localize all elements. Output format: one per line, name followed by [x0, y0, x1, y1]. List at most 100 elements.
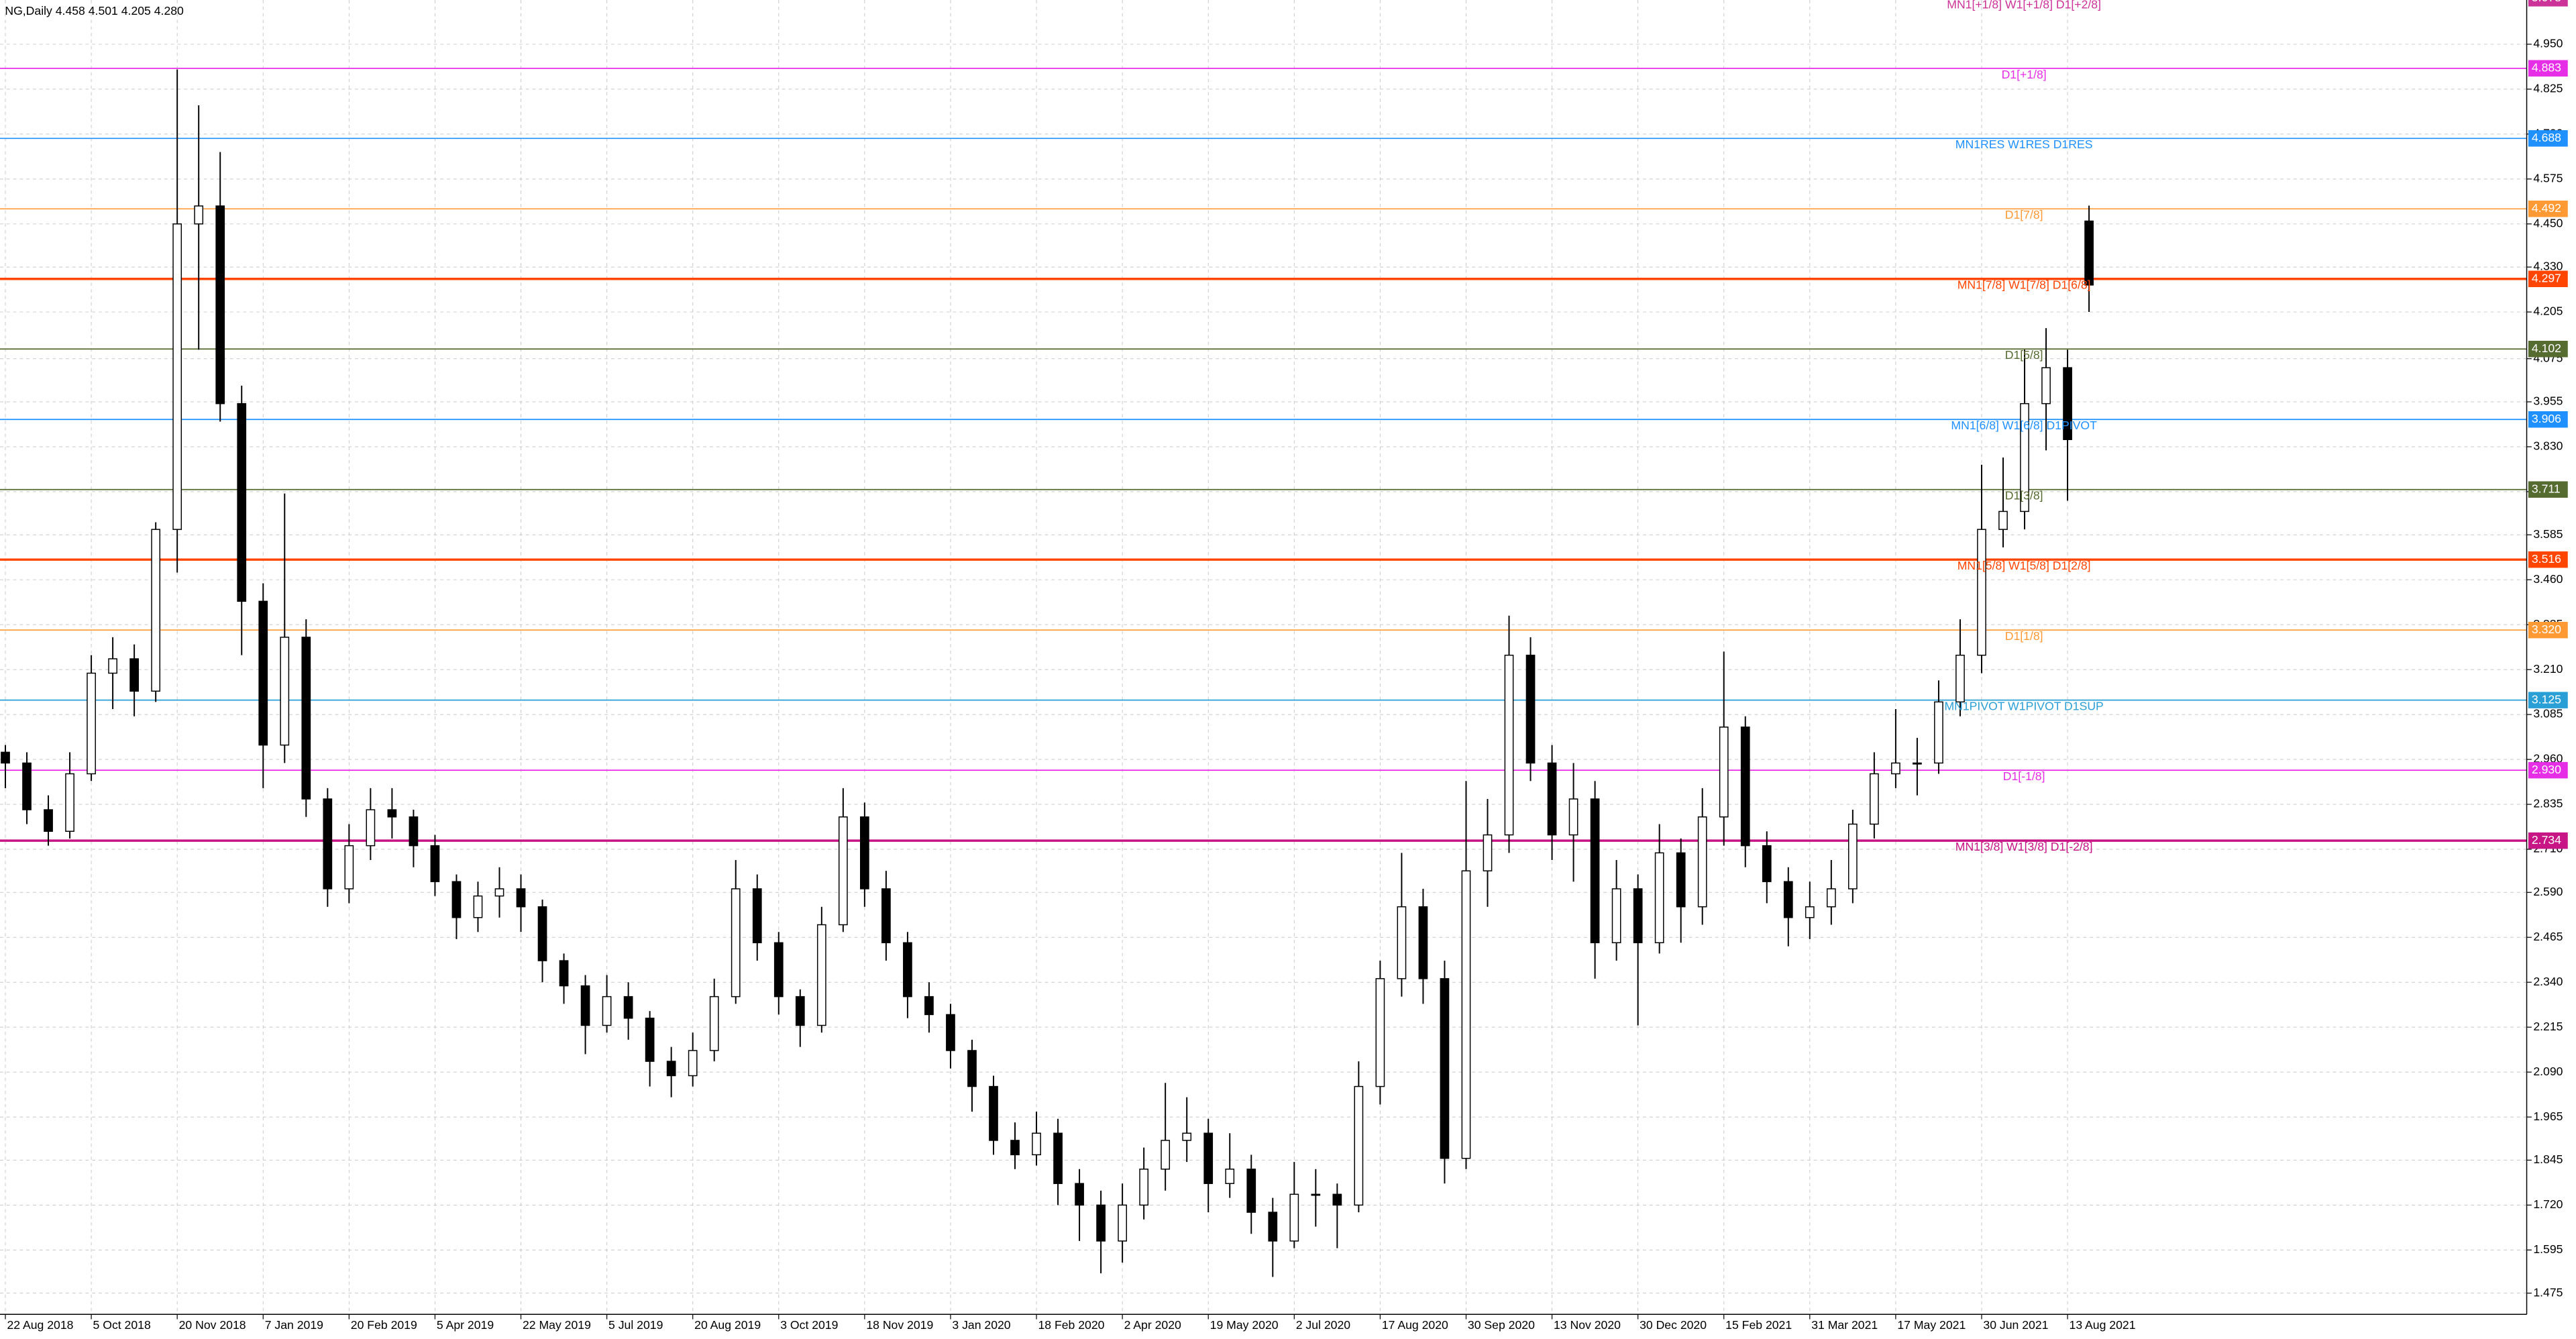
- candle-body: [1, 751, 10, 764]
- levels: [0, 67, 2527, 842]
- price-box: [2528, 481, 2568, 498]
- candle-body: [1075, 1183, 1084, 1206]
- x-tick-label: 18 Feb 2020: [1038, 1318, 1104, 1332]
- y-tick-label: 2.590: [2533, 885, 2563, 898]
- grid: [0, 0, 2527, 1315]
- candle-body: [1483, 834, 1493, 871]
- candle-body: [1611, 888, 1621, 944]
- candle-body: [1118, 1204, 1127, 1242]
- candle-body: [1332, 1193, 1342, 1206]
- candle-body: [1053, 1132, 1063, 1184]
- y-tick-label: 4.575: [2533, 171, 2563, 184]
- x-tick-label: 30 Sep 2020: [1468, 1318, 1535, 1332]
- price-box: [2528, 832, 2568, 849]
- candle-body: [731, 888, 741, 998]
- y-tick-label: 2.835: [2533, 797, 2563, 810]
- candle-body: [323, 798, 333, 890]
- candle-body: [1268, 1212, 1278, 1242]
- candle-body: [1762, 845, 1772, 882]
- x-tick-label: 30 Jun 2021: [1983, 1318, 2048, 1332]
- y-tick-label: 4.825: [2533, 82, 2563, 95]
- y-tick-label: 3.955: [2533, 394, 2563, 408]
- candle-body: [559, 960, 569, 987]
- candle-body: [1440, 978, 1450, 1159]
- candle-body: [1955, 654, 1965, 703]
- candle-body: [773, 942, 784, 998]
- level-label: MN1[7/8] W1[7/8] D1[6/8]: [1957, 278, 2091, 292]
- y-tick-label: 4.950: [2533, 37, 2563, 50]
- candle-body: [1568, 798, 1578, 836]
- price-box-label: 3.125: [2532, 692, 2561, 706]
- candle-body: [666, 1061, 676, 1077]
- candle-body: [860, 816, 869, 890]
- y-tick-label: 2.090: [2533, 1065, 2563, 1078]
- y-tick-label: 3.830: [2533, 439, 2563, 453]
- price-box: [2528, 130, 2568, 147]
- x-tick-label: 7 Jan 2019: [265, 1318, 323, 1332]
- candle-body: [946, 1014, 955, 1051]
- candle-body: [1654, 852, 1664, 944]
- candle-body: [1203, 1132, 1214, 1184]
- candle-body: [1805, 906, 1815, 918]
- price-box-label: 3.906: [2532, 412, 2561, 425]
- price-box: [2528, 0, 2568, 7]
- candle-body: [1311, 1193, 1321, 1196]
- level-label: MN1[3/8] W1[3/8] D1[-2/8]: [1955, 840, 2093, 853]
- candle-body: [258, 600, 268, 746]
- candle-body: [1354, 1085, 1364, 1206]
- candle-body: [387, 809, 397, 818]
- y-tick-label: 2.960: [2533, 752, 2563, 765]
- x-tick-label: 22 Aug 2018: [7, 1318, 73, 1332]
- x-tick-label: 15 Feb 2021: [1725, 1318, 1792, 1332]
- price-box: [2528, 551, 2568, 568]
- candle-body: [1590, 798, 1600, 944]
- price-box: [2528, 692, 2568, 708]
- candle-body: [194, 205, 204, 225]
- price-box-label: 2.930: [2532, 763, 2561, 776]
- y-tick-label: 2.340: [2533, 975, 2563, 988]
- x-tick-label: 20 Aug 2019: [694, 1318, 761, 1332]
- level-label: D1[+1/8]: [2002, 68, 2047, 81]
- candle-body: [1010, 1140, 1020, 1156]
- y-tick-label: 4.450: [2533, 216, 2563, 229]
- y-tick-label: 3.460: [2533, 572, 2563, 586]
- candle-body: [1225, 1169, 1235, 1184]
- candle-body: [22, 762, 32, 810]
- x-tick-label: 17 Aug 2020: [1382, 1318, 1448, 1332]
- labels: MN1[+1/8] W1[+1/8] D1[+2/8] D1[+1/8] MN1RE…: [1944, 0, 2103, 853]
- candle-body: [2063, 367, 2072, 440]
- chart-title: NG,Daily 4.458 4.501 4.205 4.280: [5, 4, 184, 17]
- candle-body: [1977, 529, 1986, 656]
- candle-body: [172, 223, 182, 530]
- x-tick-label: 30 Dec 2020: [1640, 1318, 1707, 1332]
- candle-body: [516, 888, 526, 908]
- candle-body: [1418, 906, 1428, 979]
- level-label: MN1PIVOT W1PIVOT D1SUP: [1944, 700, 2103, 713]
- price-box-label: 4.492: [2532, 201, 2561, 215]
- price-box-label: 5.078: [2532, 0, 2561, 4]
- candle-body: [65, 773, 74, 832]
- x-tick-label: 22 May 2019: [523, 1318, 591, 1332]
- candle-body: [2084, 220, 2094, 286]
- price-box-label: 3.711: [2532, 482, 2561, 495]
- y-tick-label: 3.210: [2533, 662, 2563, 676]
- candle-body: [1504, 654, 1514, 836]
- x-tick-label: 17 May 2021: [1897, 1318, 1966, 1332]
- candle-body: [1375, 978, 1385, 1087]
- y-tick-label: 1.720: [2533, 1197, 2563, 1211]
- candle-body: [1891, 762, 1900, 775]
- level-label: D1[-1/8]: [2003, 769, 2045, 783]
- candle-body: [215, 205, 225, 405]
- y-tick-label: 2.215: [2533, 1020, 2563, 1033]
- x-tick-label: 31 Mar 2021: [1811, 1318, 1878, 1332]
- candle-body: [1289, 1193, 1299, 1242]
- candle-body: [989, 1085, 998, 1141]
- candle-body: [2020, 403, 2029, 513]
- candle-body: [151, 529, 161, 692]
- candle-body: [1525, 654, 1536, 764]
- candle-body: [344, 845, 354, 890]
- candle-body: [87, 672, 96, 775]
- candle-body: [451, 881, 462, 918]
